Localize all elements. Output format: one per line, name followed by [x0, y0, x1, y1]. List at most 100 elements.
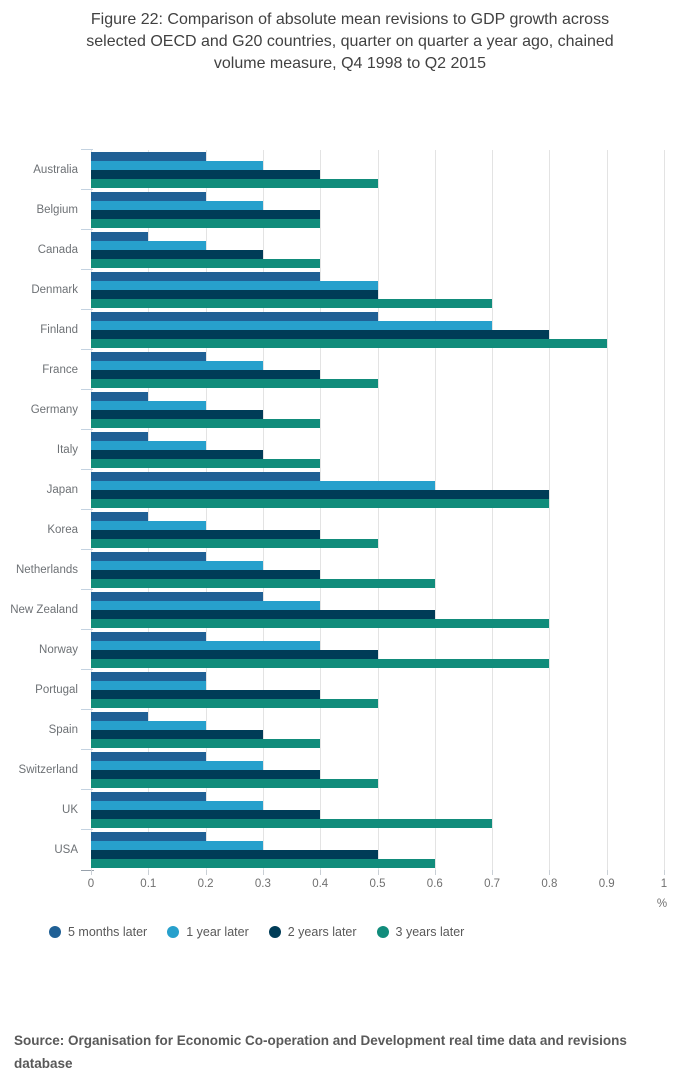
gridline — [664, 150, 665, 870]
bar — [91, 552, 206, 561]
legend-label: 3 years later — [395, 925, 465, 939]
gridline — [606, 150, 608, 870]
bar — [91, 730, 263, 739]
category-row: Finland — [40, 309, 664, 350]
legend-label: 2 years later — [287, 925, 357, 939]
bar — [91, 712, 149, 721]
x-tick-label: 0 — [87, 878, 95, 890]
gridline — [434, 150, 436, 870]
bar-group — [91, 590, 664, 628]
category-row: Netherlands — [16, 549, 664, 590]
bar-group — [91, 830, 664, 868]
x-tick-mark — [205, 870, 207, 875]
category-row: Denmark — [31, 269, 664, 310]
bar — [91, 370, 321, 379]
x-tick-label: 0.5 — [369, 878, 386, 890]
bar — [91, 739, 321, 748]
bar — [91, 210, 321, 219]
bar — [91, 672, 206, 681]
gridline — [91, 150, 92, 870]
x-axis-unit-label: % — [656, 898, 668, 910]
bar — [91, 499, 550, 508]
bar-group — [91, 790, 664, 828]
x-tick-mark — [91, 870, 92, 875]
y-axis-label: Switzerland — [18, 764, 78, 776]
gridline — [148, 150, 150, 870]
bar — [91, 152, 206, 161]
bar — [91, 312, 378, 321]
bar — [91, 232, 149, 241]
x-tick-mark — [262, 870, 264, 875]
x-tick-label: 0.1 — [140, 878, 157, 890]
bar — [91, 770, 321, 779]
bar — [91, 250, 263, 259]
y-axis-label: USA — [54, 844, 78, 856]
bar — [91, 850, 378, 859]
bar-group — [91, 390, 664, 428]
x-tick-label: 0.7 — [484, 878, 501, 890]
category-row: Korea — [47, 509, 664, 550]
category-row: USA — [54, 829, 664, 870]
legend-item[interactable]: 3 years later — [376, 925, 465, 939]
bar — [91, 641, 321, 650]
bar — [91, 272, 321, 281]
legend-marker-icon — [167, 926, 180, 938]
x-tick-label: 0.9 — [598, 878, 615, 890]
category-row: France — [42, 349, 664, 390]
legend-item[interactable]: 1 year later — [167, 925, 249, 939]
category-row: New Zealand — [10, 589, 664, 630]
y-axis-label: Canada — [37, 244, 78, 256]
legend-marker-icon — [268, 926, 281, 938]
bar — [91, 650, 378, 659]
bar — [91, 379, 378, 388]
bar — [91, 299, 493, 308]
bar — [91, 441, 206, 450]
x-tick-mark — [492, 870, 494, 875]
bar — [91, 792, 206, 801]
bar — [91, 752, 206, 761]
y-axis-label: Germany — [30, 404, 78, 416]
bar — [91, 632, 206, 641]
x-tick-mark — [320, 870, 322, 875]
bar-group — [91, 310, 664, 348]
bar — [91, 401, 206, 410]
bar — [91, 819, 493, 828]
legend-item[interactable]: 2 years later — [268, 925, 357, 939]
bar — [91, 619, 550, 628]
bar-group — [91, 270, 664, 308]
bar — [91, 201, 263, 210]
y-axis-label: New Zealand — [10, 604, 78, 616]
bar — [91, 259, 321, 268]
y-axis-label: France — [42, 364, 78, 376]
legend-item[interactable]: 5 months later — [49, 925, 147, 939]
bar-group — [91, 710, 664, 748]
x-tick-mark — [434, 870, 436, 875]
bar — [91, 450, 263, 459]
bar — [91, 699, 378, 708]
bar — [91, 610, 435, 619]
legend: 5 months later 1 year later 2 years later 3… — [49, 925, 464, 939]
legend-marker-icon — [376, 926, 389, 938]
x-tick-mark — [377, 870, 379, 875]
bar — [91, 659, 550, 668]
bar — [91, 859, 435, 868]
category-row: Japan — [47, 469, 664, 510]
bar-group — [91, 670, 664, 708]
bar — [91, 290, 378, 299]
bar — [91, 241, 206, 250]
x-tick-mark — [549, 870, 551, 875]
bar — [91, 592, 263, 601]
gridline — [205, 150, 207, 870]
x-tick-label: 1 — [660, 878, 668, 890]
bar — [91, 161, 263, 170]
bar — [91, 690, 321, 699]
gridline — [492, 150, 494, 870]
bar-group — [91, 350, 664, 388]
y-axis-label: Belgium — [36, 204, 78, 216]
x-tick-label: 0.3 — [254, 878, 271, 890]
bar — [91, 170, 321, 179]
legend-label: 5 months later — [68, 925, 148, 939]
y-axis-label: Netherlands — [15, 564, 78, 576]
source-note: Source: Organisation for Economic Co-ope… — [14, 1033, 627, 1071]
